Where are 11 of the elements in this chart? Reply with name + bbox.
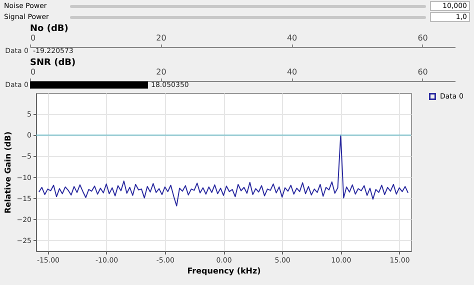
line-series xyxy=(38,134,409,206)
chart-title: No (dB) xyxy=(30,24,68,34)
x-tick-label: 20 xyxy=(156,68,166,76)
chart-title: SNR (dB) xyxy=(30,58,76,68)
x-tick-label: 60 xyxy=(418,34,428,42)
x-tick-label: 20 xyxy=(156,34,166,42)
y-axis-title: Relative Gain (dB) xyxy=(4,131,13,214)
x-tick-label: 40 xyxy=(286,68,298,76)
x-tick-label: 60 xyxy=(418,68,428,76)
x-axis-title: Frequency (kHz) xyxy=(187,266,261,276)
x-tick-label: 40 xyxy=(286,34,298,42)
